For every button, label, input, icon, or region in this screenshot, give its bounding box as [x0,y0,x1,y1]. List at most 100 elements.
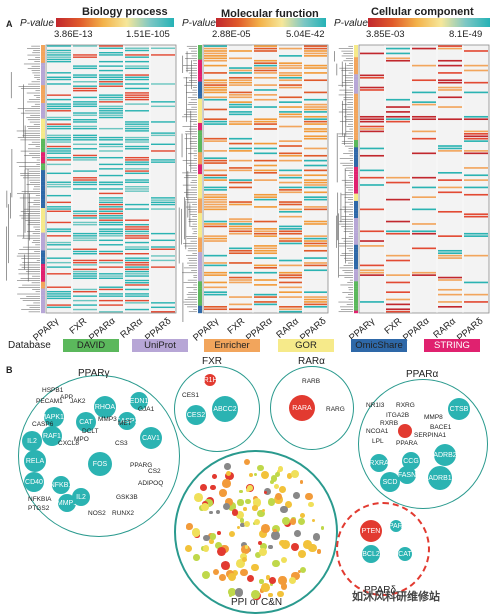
ppi-network-dot [243,458,251,465]
ppi-network-dot [281,556,288,563]
database-color-strip [198,222,202,226]
database-color-strip [198,213,202,216]
heatmap-cell [151,143,175,145]
heatmap-cell [99,266,123,268]
heatmap-cell [304,64,327,67]
heatmap-cell [73,235,97,237]
heatmap-cell [99,232,123,235]
ppi-network-dot [278,539,286,547]
heatmap-cell [304,52,327,55]
heatmap-cell [73,56,97,58]
heatmap-cell [438,150,462,152]
heatmap-cell [125,127,149,130]
ppar-gamma-node-pparg-label: PPARG [130,462,153,469]
database-color-strip [41,112,45,115]
database-color-strip [354,261,358,265]
database-color-strip [41,257,45,260]
heatmap-cell [125,156,149,159]
database-color-strip [354,166,358,170]
ppi-network-dot [303,540,312,549]
database-color-strip [198,271,202,275]
database-color-strip [198,225,202,228]
database-color-strip [354,266,358,270]
ppi-network-dot [257,509,265,518]
heatmap-cell [204,174,227,177]
heatmap-cell [99,136,123,139]
heatmap-cell [304,298,327,301]
ppi-network-dot [191,528,201,537]
heatmap-cell [279,308,302,311]
heatmap-cell [151,203,175,206]
database-color-strip [41,183,45,186]
heatmap-cell [360,120,384,123]
heatmap-cell [279,64,302,67]
database-color-strip [198,249,202,253]
heatmap-cell [204,52,227,55]
heatmap-cell [47,163,71,166]
heatmap-cell [412,208,436,211]
ppi-network-dot [272,559,280,568]
database-color-strip [198,74,202,77]
heatmap-cell [279,113,302,116]
database-color-strip [41,310,45,314]
heatmap-cell [254,230,277,233]
ppi-network-dot [255,552,262,559]
heatmap-cell [73,85,97,87]
database-color-strip [198,103,202,107]
ppi-network-dot [219,489,227,497]
database-color-strip [198,101,202,104]
heatmap-cell [229,303,252,306]
heatmap-cell [47,201,71,204]
heatmap-cell [47,181,71,183]
heatmap-cell [99,203,123,206]
ppi-network-dot [212,473,218,479]
pvalue-low-1: 3.86E-13 [54,29,93,40]
heatmap-cell [254,67,277,69]
heatmap-cell [204,157,227,160]
ppar-gamma-node-met-label: MET [118,420,132,427]
ppar-alpha-node-rxra: RXRA [369,454,389,472]
heatmap-cell [151,121,175,123]
heatmap-cell [304,303,327,306]
heatmap-cell [279,186,302,189]
heatmap-cell [125,257,149,259]
ppar-gamma-node-casp6-label: CASP6 [32,421,54,428]
heatmap-cell [47,136,71,139]
database-color-strip [41,288,45,291]
ppi-network-dot [299,567,307,574]
database-color-strip [198,108,202,111]
database-color-strip [198,88,202,92]
database-color-strip [41,203,45,206]
heatmap-cell [204,176,227,179]
heatmap-cell [204,47,227,50]
heatmap-cell [464,193,488,196]
heatmap-cell [47,295,71,297]
heatmap-cell [204,108,227,111]
heatmap-cell [125,49,149,52]
heatmap-cell [73,114,97,116]
heatmap-cell [254,123,277,125]
database-color-strip [198,135,202,138]
heatmap-cell [254,271,277,274]
ppar-gamma-node-pecam1-label: PECAM1 [36,398,63,405]
heatmap-cell [279,125,302,128]
heatmap-cell [254,179,277,181]
database-color-strip [354,71,358,75]
database-color-strip [354,110,358,114]
database-color-strip [354,281,358,284]
heatmap-cell [47,83,71,85]
ppi-network-dot [193,554,200,561]
heatmap-cell [438,252,462,255]
heatmap-cell [279,96,302,99]
heatmap-cell [229,308,252,311]
ppi-network-dot [225,471,234,481]
database-color-strip [198,215,202,219]
database-color-strip [41,299,45,303]
heatmap-cell [99,60,123,63]
ppar-gamma-node-cs3-label: CS3 [115,440,128,447]
database-david: DAVID [63,339,119,352]
database-color-strip [354,66,358,70]
ppar-alpha-node-rxrb-label: RXRB [380,420,399,427]
pvalue-label-1: P-value [20,18,54,29]
heatmap-cell [304,242,327,245]
